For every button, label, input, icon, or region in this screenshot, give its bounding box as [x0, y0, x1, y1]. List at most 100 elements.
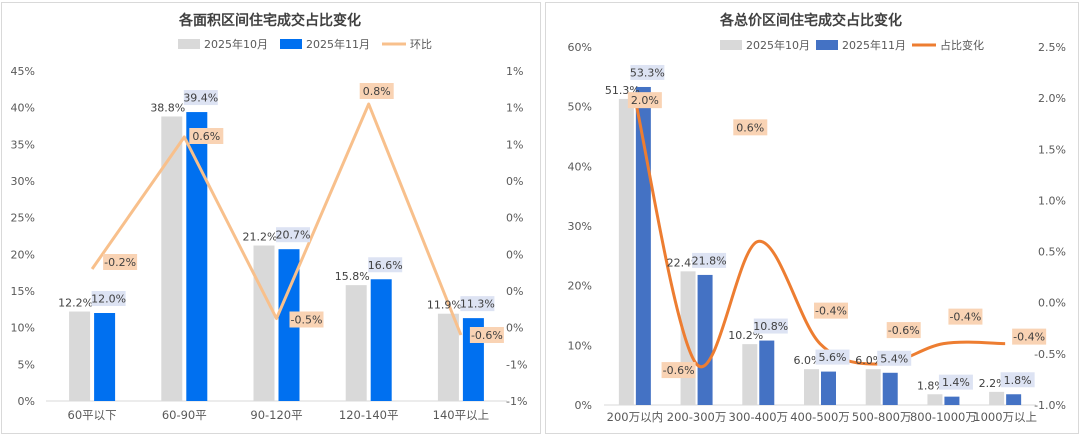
right-axis-tick: -1.0% — [1034, 399, 1066, 412]
category-label: 200万以内 — [607, 410, 663, 424]
line-label: -0.5% — [291, 314, 323, 327]
legend-label-line: 占比变化 — [940, 38, 984, 52]
right-axis-tick: 1.5% — [1038, 143, 1066, 156]
bar-label-nov: 5.6% — [819, 351, 847, 364]
category-label: 1000万以上 — [973, 410, 1037, 424]
left-axis-tick: 5% — [18, 358, 35, 371]
bar-label-box-nov — [630, 64, 665, 80]
line-label: -0.4% — [949, 311, 981, 324]
line-label-box — [1012, 328, 1047, 345]
left-axis-tick: 45% — [11, 65, 35, 78]
bar-label-oct: 1.8% — [917, 379, 945, 392]
line-label: 0.6% — [192, 130, 220, 143]
line-label: -0.4% — [815, 305, 847, 318]
line-series — [90, 102, 463, 336]
bar-label-oct: 2.2% — [979, 377, 1007, 390]
right-axis-tick: 0% — [506, 212, 523, 225]
line-label: -0.4% — [1013, 331, 1045, 344]
right-axis-tick: 0.5% — [1038, 246, 1066, 259]
bar-label-nov: 1.8% — [1004, 374, 1032, 387]
left-axis-tick: 40% — [11, 102, 35, 115]
bar-label-box-nov — [276, 227, 310, 243]
bar-label-box-nov — [183, 90, 218, 106]
line-label-box — [289, 311, 324, 328]
bar-oct — [927, 394, 943, 405]
bar-nov — [186, 112, 208, 402]
right-axis-tick: 1% — [506, 138, 523, 151]
bar-nov — [697, 274, 713, 405]
bar-nov — [278, 249, 300, 401]
category-label: 140平以上 — [433, 408, 489, 422]
category-label: 200-300万 — [667, 410, 727, 424]
area-share-chart-panel: 各面积区间住宅成交占比变化 2025年10月 2025年11月 环比 0% 5% 10% 15… — [1, 2, 541, 434]
bar-label-oct: 38.8% — [150, 101, 185, 114]
left-axis-tick: 60% — [568, 41, 592, 54]
bar-label-nov: 1.4% — [942, 376, 970, 389]
line-label: -0.2% — [104, 256, 136, 269]
legend-label-line: 环比 — [410, 38, 432, 51]
left-axis-tick: 20% — [568, 280, 592, 293]
bar-oct — [345, 285, 367, 401]
left-axis-tick: 15% — [11, 285, 35, 298]
category-label: 60-90平 — [162, 408, 207, 422]
left-axis-tick: 30% — [11, 175, 35, 188]
legend-swatch-nov — [280, 39, 302, 49]
bar-label-box-nov — [460, 296, 495, 312]
line-label-box — [661, 362, 696, 379]
line-label-box — [359, 83, 394, 99]
left-axis-tick: 25% — [11, 212, 35, 225]
bar-label-nov: 20.7% — [276, 229, 311, 242]
line-label-box — [886, 322, 921, 339]
bar-oct — [437, 313, 459, 401]
left-axis-tick: 40% — [568, 160, 592, 173]
bar-nov — [821, 371, 836, 405]
bar-label-box-nov — [1000, 372, 1035, 388]
category-label: 300-400万 — [729, 410, 789, 424]
bar-oct — [253, 245, 275, 401]
chart-title: 各总价区间住宅成交占比变化 — [719, 12, 902, 29]
bar-nov — [370, 279, 392, 401]
left-axis-tick: 0% — [575, 399, 592, 412]
right-axis-tick: -0.5% — [1034, 348, 1066, 361]
bar-label-nov: 21.8% — [692, 254, 727, 267]
right-axis-tick: 0% — [506, 322, 523, 335]
bar-label-nov: 10.8% — [753, 320, 788, 333]
left-axis-tick: 10% — [568, 339, 592, 352]
legend-label-nov: 2025年11月 — [842, 38, 906, 52]
bar-nov — [944, 396, 960, 405]
line-label: -0.6% — [471, 329, 503, 342]
bar-oct — [69, 311, 91, 401]
line-label: 0.6% — [736, 121, 764, 134]
right-axis-tick: 0% — [506, 285, 523, 298]
bar-oct — [865, 369, 881, 405]
line-label-box — [627, 92, 662, 109]
legend-label-oct: 2025年10月 — [746, 38, 810, 52]
left-axis-tick: 0% — [18, 395, 35, 408]
bar-nov — [759, 340, 775, 405]
bar-oct — [989, 391, 1005, 405]
bar-oct — [161, 116, 183, 401]
left-axis-tick: 10% — [11, 322, 35, 335]
price-share-chart-panel: 各总价区间住宅成交占比变化 2025年10月 2025年11月 占比变化 0% 10% 20… — [545, 2, 1079, 434]
right-axis-tick: -1% — [506, 395, 527, 408]
bar-label-box-nov — [368, 257, 403, 273]
line-label-box — [189, 128, 224, 144]
line-label-box — [733, 119, 768, 136]
legend-label-oct: 2025年10月 — [204, 37, 268, 51]
bar-label-box-nov — [753, 318, 788, 334]
bar-label-nov: 5.4% — [880, 352, 908, 365]
bar-label-nov: 11.3% — [460, 298, 495, 311]
right-axis-tick: 0.0% — [1038, 297, 1066, 310]
line-label: 0.8% — [363, 85, 391, 98]
left-axis-tick: 50% — [568, 101, 592, 114]
bar-label-oct: 21.2% — [243, 231, 278, 244]
bar-label-box-nov — [877, 350, 912, 366]
legend-swatch-oct — [178, 39, 200, 49]
right-axis-tick: -1% — [506, 358, 527, 371]
bar-nov — [1006, 394, 1022, 405]
legend-label-nov: 2025年11月 — [306, 37, 370, 51]
bar-label-oct: 6.0% — [794, 354, 822, 367]
bar-label-oct: 15.8% — [335, 270, 370, 283]
category-label: 60平以下 — [68, 408, 117, 422]
bar-label-oct: 12.2% — [58, 297, 93, 310]
